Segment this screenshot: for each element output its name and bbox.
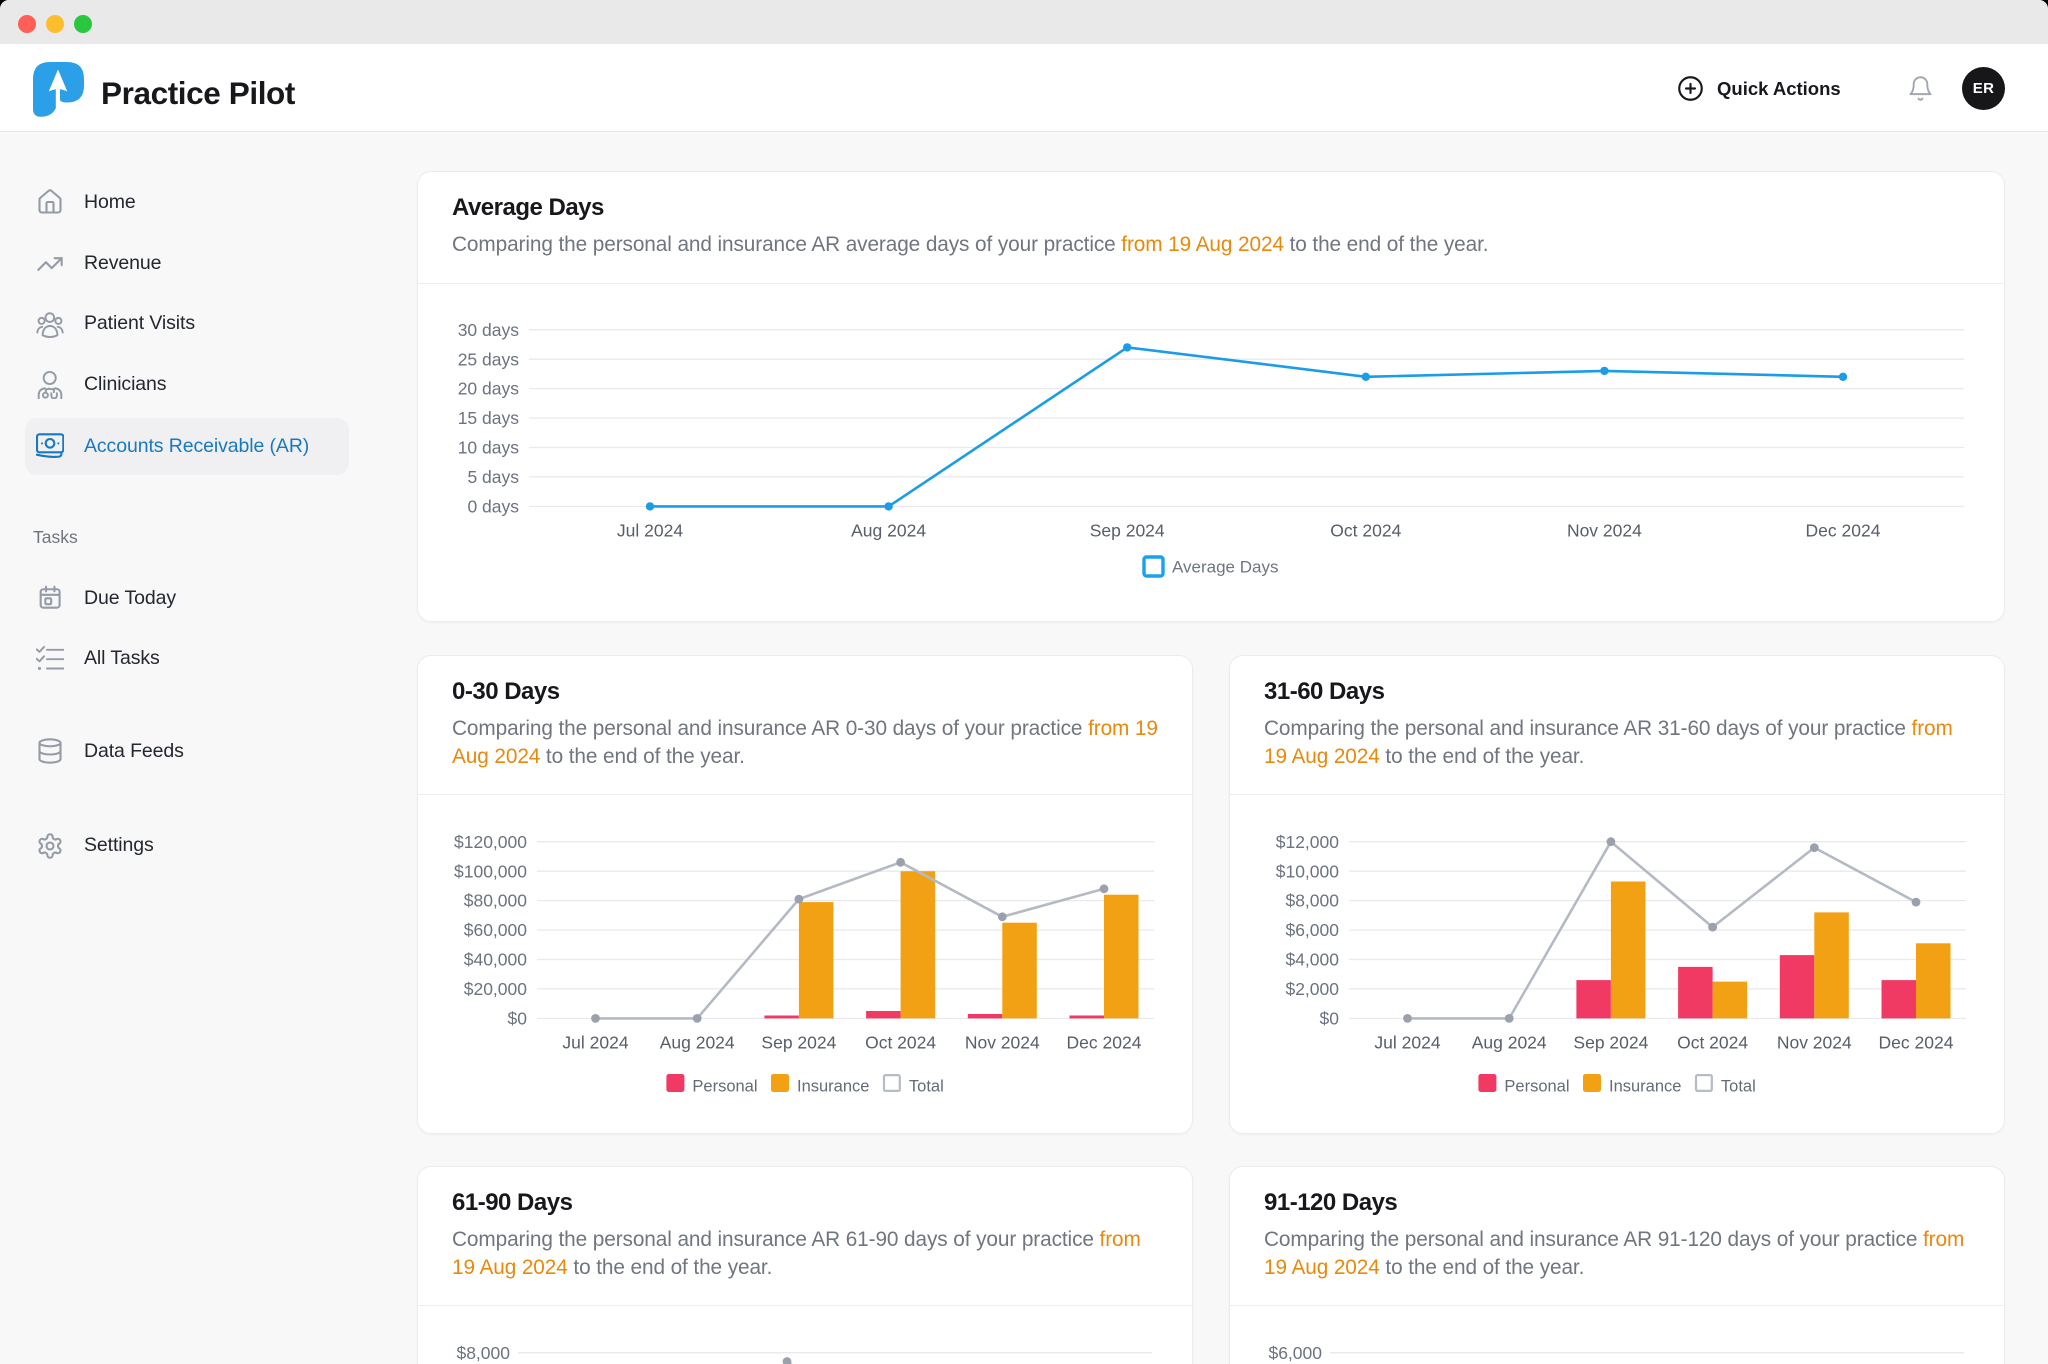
svg-text:Aug 2024: Aug 2024: [1472, 1032, 1547, 1052]
svg-text:Oct 2024: Oct 2024: [865, 1032, 936, 1052]
svg-text:Dec 2024: Dec 2024: [1067, 1032, 1142, 1052]
svg-text:Total: Total: [1721, 1077, 1756, 1095]
svg-text:25 days: 25 days: [458, 349, 520, 369]
svg-text:Insurance: Insurance: [1609, 1077, 1681, 1095]
svg-text:Personal: Personal: [692, 1077, 757, 1095]
svg-text:$60,000: $60,000: [464, 920, 528, 940]
svg-text:5 days: 5 days: [467, 467, 519, 487]
svg-text:Nov 2024: Nov 2024: [1777, 1032, 1852, 1052]
svg-text:Oct 2024: Oct 2024: [1677, 1032, 1748, 1052]
svg-text:$0: $0: [508, 1008, 528, 1028]
svg-text:$8,000: $8,000: [1285, 890, 1339, 910]
svg-text:Dec 2024: Dec 2024: [1879, 1032, 1954, 1052]
svg-text:Personal: Personal: [1504, 1077, 1569, 1095]
svg-text:Nov 2024: Nov 2024: [1567, 520, 1642, 540]
svg-text:Insurance: Insurance: [797, 1077, 869, 1095]
svg-text:$10,000: $10,000: [1276, 861, 1340, 881]
svg-text:10 days: 10 days: [458, 438, 520, 458]
svg-text:30 days: 30 days: [458, 320, 520, 340]
svg-text:20 days: 20 days: [458, 379, 520, 399]
svg-text:$12,000: $12,000: [1276, 831, 1340, 851]
svg-text:$100,000: $100,000: [454, 861, 527, 881]
svg-text:Sep 2024: Sep 2024: [1090, 520, 1165, 540]
svg-text:$20,000: $20,000: [464, 979, 528, 999]
svg-text:$80,000: $80,000: [464, 890, 528, 910]
svg-text:Jul 2024: Jul 2024: [562, 1032, 628, 1052]
svg-text:$8,000: $8,000: [456, 1342, 510, 1362]
svg-text:Average Days: Average Days: [1172, 558, 1278, 577]
svg-text:$40,000: $40,000: [464, 949, 528, 969]
svg-text:$6,000: $6,000: [1285, 920, 1339, 940]
svg-text:$4,000: $4,000: [1285, 949, 1339, 969]
svg-text:0 days: 0 days: [467, 497, 519, 517]
svg-text:Sep 2024: Sep 2024: [761, 1032, 836, 1052]
svg-text:Aug 2024: Aug 2024: [851, 520, 926, 540]
svg-text:Sep 2024: Sep 2024: [1573, 1032, 1648, 1052]
svg-text:$6,000: $6,000: [1268, 1342, 1322, 1362]
svg-text:Total: Total: [909, 1077, 944, 1095]
svg-text:Oct 2024: Oct 2024: [1330, 520, 1401, 540]
svg-text:$120,000: $120,000: [454, 831, 527, 851]
svg-text:15 days: 15 days: [458, 408, 520, 428]
svg-text:$2,000: $2,000: [1285, 979, 1339, 999]
svg-text:$0: $0: [1320, 1008, 1340, 1028]
svg-text:Aug 2024: Aug 2024: [660, 1032, 735, 1052]
svg-text:Jul 2024: Jul 2024: [617, 520, 683, 540]
svg-text:Dec 2024: Dec 2024: [1806, 520, 1881, 540]
svg-text:Jul 2024: Jul 2024: [1374, 1032, 1440, 1052]
svg-text:Nov 2024: Nov 2024: [965, 1032, 1040, 1052]
